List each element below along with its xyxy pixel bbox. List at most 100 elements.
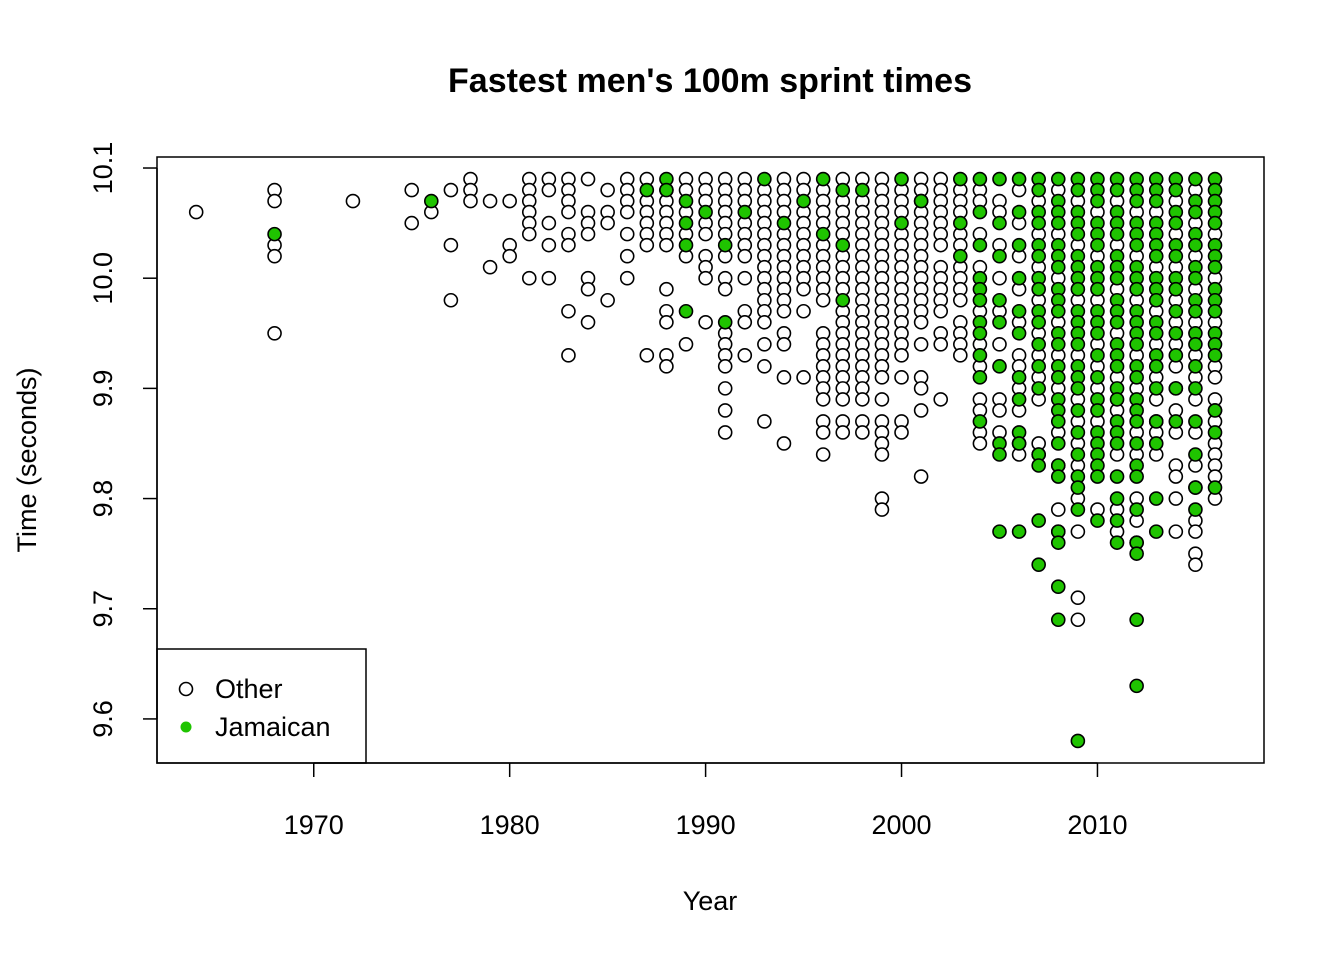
data-point-jamaican <box>1050 171 1066 187</box>
data-point-jamaican <box>1168 414 1184 429</box>
data-point-other <box>698 270 713 286</box>
data-point-jamaican <box>1129 678 1144 694</box>
data-point-other <box>1188 524 1203 539</box>
data-point-jamaican <box>1148 491 1164 506</box>
data-point-jamaican <box>1148 414 1164 429</box>
data-point-other <box>796 281 811 297</box>
data-point-jamaican <box>1050 259 1066 275</box>
y-tick-label: 10.0 <box>88 252 118 305</box>
data-point-other <box>698 314 713 330</box>
data-point-other <box>933 237 949 253</box>
data-point-other <box>1070 612 1086 628</box>
data-point-jamaican <box>1129 337 1144 352</box>
data-point-jamaican <box>1148 436 1164 451</box>
data-point-other <box>992 337 1007 352</box>
data-point-jamaican <box>1070 337 1086 352</box>
data-point-jamaican <box>1109 226 1125 242</box>
data-point-jamaican <box>1148 359 1164 374</box>
data-point-jamaican <box>1070 480 1086 495</box>
data-point-jamaican <box>1148 381 1164 396</box>
data-point-jamaican <box>1188 171 1203 187</box>
data-point-jamaican <box>1129 414 1144 429</box>
data-point-jamaican <box>1207 303 1223 319</box>
data-point-other <box>776 337 792 352</box>
data-point-jamaican <box>1188 270 1203 286</box>
data-point-other <box>404 215 420 231</box>
data-point-other <box>463 193 478 209</box>
x-tick-label: 2000 <box>871 810 931 840</box>
data-point-jamaican <box>972 171 988 187</box>
data-point-jamaican <box>1207 348 1223 363</box>
data-point-jamaican <box>1050 414 1066 429</box>
data-point-jamaican <box>1031 337 1046 352</box>
data-point-other <box>874 502 890 517</box>
data-point-jamaican <box>1148 292 1164 308</box>
data-point-other <box>1168 491 1184 506</box>
data-point-other <box>1168 469 1184 484</box>
data-point-jamaican <box>972 348 988 363</box>
data-point-other <box>1070 524 1086 539</box>
data-point-other <box>580 171 596 187</box>
data-point-other <box>757 337 772 352</box>
data-point-jamaican <box>1050 215 1066 231</box>
data-point-other <box>737 248 753 264</box>
data-point-jamaican <box>1207 480 1223 495</box>
data-point-jamaican <box>1031 381 1046 396</box>
data-point-other <box>698 226 713 242</box>
x-tick-label: 2010 <box>1067 810 1127 840</box>
data-point-jamaican <box>1011 392 1027 407</box>
data-point-jamaican <box>1188 337 1203 352</box>
data-point-jamaican <box>815 226 831 242</box>
data-point-jamaican <box>953 248 968 264</box>
data-point-other <box>482 193 498 209</box>
data-point-jamaican <box>1031 513 1046 528</box>
data-point-jamaican <box>1090 513 1105 528</box>
data-point-other <box>855 392 870 407</box>
data-point-other <box>796 303 811 319</box>
data-point-jamaican <box>855 182 870 198</box>
data-point-jamaican <box>1109 270 1125 286</box>
data-point-other <box>776 303 792 319</box>
data-point-other <box>659 314 674 330</box>
data-point-jamaican <box>1070 447 1086 462</box>
data-point-jamaican <box>1109 535 1125 550</box>
data-point-jamaican <box>1148 524 1164 539</box>
data-point-other <box>678 337 694 352</box>
data-point-other <box>874 392 890 407</box>
data-point-other <box>776 436 792 451</box>
data-point-jamaican <box>1188 502 1203 517</box>
data-point-jamaican <box>1031 215 1046 231</box>
data-point-other <box>874 447 890 462</box>
data-point-jamaican <box>1031 557 1046 572</box>
data-point-jamaican <box>1188 414 1203 429</box>
data-point-jamaican <box>1129 193 1144 209</box>
data-point-jamaican <box>1031 182 1046 198</box>
x-axis-label: Year <box>683 886 738 916</box>
data-point-other <box>619 248 635 264</box>
data-point-jamaican <box>913 193 929 209</box>
data-point-jamaican <box>1050 535 1066 550</box>
data-point-jamaican <box>1050 612 1066 628</box>
data-point-jamaican <box>835 182 851 198</box>
data-point-other <box>815 447 831 462</box>
data-point-jamaican <box>678 303 694 319</box>
legend-marker-jamaican <box>180 721 192 733</box>
data-point-jamaican <box>992 171 1007 187</box>
legend-marker-other <box>178 681 194 697</box>
data-point-other <box>1168 524 1184 539</box>
data-point-jamaican <box>1109 314 1125 330</box>
data-point-jamaican <box>1011 370 1027 385</box>
data-point-other <box>992 270 1007 286</box>
legend: Other Jamaican <box>156 648 367 764</box>
data-point-jamaican <box>1050 337 1066 352</box>
data-point-other <box>913 314 929 330</box>
data-point-jamaican <box>1090 281 1105 297</box>
data-point-jamaican <box>776 215 792 231</box>
data-point-jamaican <box>953 215 968 231</box>
data-point-jamaican <box>1129 469 1144 484</box>
data-point-jamaican <box>1168 281 1184 297</box>
x-tick-label: 1970 <box>284 810 344 840</box>
data-point-jamaican <box>1188 359 1203 374</box>
data-point-other <box>717 281 733 297</box>
